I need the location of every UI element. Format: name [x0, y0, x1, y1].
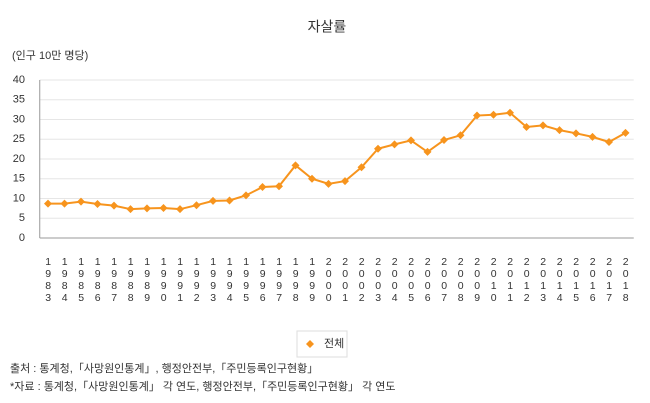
x-tick-label: 2000 — [323, 256, 335, 304]
legend-box — [296, 330, 348, 358]
point-marker — [209, 196, 217, 205]
x-tick-label: 1999 — [306, 256, 318, 304]
y-tick-label: 15 — [13, 173, 25, 185]
x-tick-label: 2008 — [455, 256, 467, 304]
x-tick-label: 2014 — [554, 256, 566, 304]
point-marker — [390, 140, 399, 149]
x-tick-label: 2001 — [339, 256, 351, 304]
point-marker — [555, 126, 564, 135]
series-line — [48, 111, 626, 211]
point-marker — [473, 111, 481, 120]
y-tick-label: 0 — [19, 232, 25, 244]
point-marker — [93, 200, 102, 209]
chart-title: 자살률 — [308, 19, 347, 35]
footnote: *자료 : 통계청,「사망원인통계」 각 연도, 행정안전부,「주민등록인구현황… — [10, 380, 396, 393]
point-marker — [291, 161, 300, 170]
y-tick-label: 35 — [13, 94, 25, 106]
x-tick-label: 2011 — [504, 256, 516, 304]
x-tick-label: 2012 — [521, 256, 533, 304]
x-tick-label: 2004 — [389, 256, 401, 304]
point-marker — [357, 163, 366, 172]
point-marker — [423, 147, 432, 156]
x-tick-label: 1991 — [174, 256, 186, 304]
point-marker — [506, 108, 514, 117]
y-tick-label: 10 — [13, 192, 25, 204]
x-tick-label: 1990 — [158, 256, 170, 304]
point-marker — [407, 136, 415, 145]
point-marker — [60, 199, 69, 208]
x-tick-label: 2018 — [620, 256, 632, 304]
x-tick-label: 1992 — [191, 256, 203, 304]
x-tick-label: 2010 — [488, 256, 500, 304]
point-marker — [126, 205, 135, 214]
y-tick-label: 40 — [13, 74, 25, 86]
point-marker — [341, 177, 349, 186]
footnote: 출처 : 통계청,「사망원인통계」, 행정안전부,「주민등록인구현황」 — [10, 362, 318, 375]
point-marker — [539, 121, 547, 130]
point-marker — [489, 110, 498, 119]
y-axis-label: (인구 10만 명당) — [12, 49, 88, 62]
point-marker — [176, 205, 184, 214]
x-tick-label: 1986 — [92, 256, 104, 304]
x-tick-label: 1994 — [224, 256, 236, 304]
x-tick-label: 2002 — [356, 256, 368, 304]
legend-label: 전체 — [324, 337, 344, 350]
point-marker — [440, 136, 448, 145]
x-tick-label: 1997 — [273, 256, 285, 304]
point-marker — [275, 182, 283, 191]
y-tick-label: 5 — [19, 212, 25, 224]
point-marker — [605, 138, 613, 147]
y-tick-label: 30 — [13, 113, 25, 125]
point-marker — [588, 132, 597, 141]
x-tick-label: 1985 — [75, 256, 87, 304]
point-marker — [572, 129, 580, 138]
point-marker — [308, 174, 316, 183]
point-marker — [258, 183, 267, 192]
legend-marker — [306, 340, 314, 348]
point-marker — [143, 204, 151, 213]
x-tick-label: 2006 — [422, 256, 434, 304]
point-marker — [110, 201, 118, 210]
x-tick-label: 2007 — [438, 256, 450, 304]
point-marker — [456, 131, 465, 140]
x-tick-label: 1984 — [59, 256, 71, 304]
x-tick-label: 1993 — [207, 256, 219, 304]
point-marker — [324, 179, 333, 188]
x-tick-label: 1989 — [141, 256, 153, 304]
point-marker — [522, 123, 531, 132]
x-tick-label: 1996 — [257, 256, 269, 304]
x-tick-label: 1995 — [240, 256, 252, 304]
point-marker — [159, 203, 168, 212]
x-tick-label: 1998 — [290, 256, 302, 304]
y-tick-label: 20 — [13, 153, 25, 165]
x-tick-label: 1983 — [42, 256, 54, 304]
point-marker — [225, 196, 234, 205]
point-marker — [44, 199, 52, 208]
x-tick-label: 2009 — [471, 256, 483, 304]
x-tick-label: 2015 — [570, 256, 582, 304]
point-marker — [621, 128, 630, 137]
point-marker — [192, 201, 201, 210]
x-tick-label: 2016 — [587, 256, 599, 304]
x-tick-label: 1987 — [108, 256, 120, 304]
x-tick-label: 2005 — [405, 256, 417, 304]
y-tick-label: 25 — [13, 133, 25, 145]
x-tick-label: 1988 — [125, 256, 137, 304]
x-tick-label: 2017 — [603, 256, 615, 304]
x-tick-label: 2003 — [372, 256, 384, 304]
point-marker — [242, 191, 250, 200]
point-marker — [374, 144, 382, 153]
point-marker — [77, 197, 85, 206]
x-tick-label: 2013 — [537, 256, 549, 304]
